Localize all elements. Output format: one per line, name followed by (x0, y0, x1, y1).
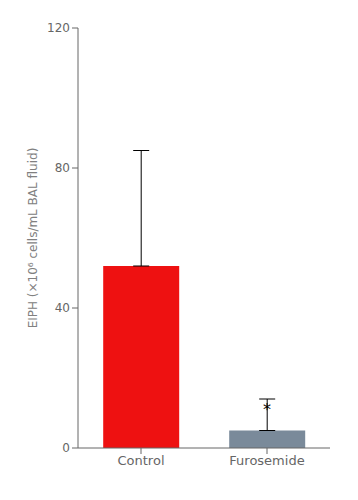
svg-text:Furosemide: Furosemide (229, 453, 304, 468)
svg-text:120: 120 (47, 21, 70, 35)
svg-text:EIPH (×10⁶ cells/mL BAL fluid): EIPH (×10⁶ cells/mL BAL fluid) (26, 148, 40, 329)
svg-text:80: 80 (55, 161, 70, 175)
svg-text:0: 0 (62, 441, 70, 455)
svg-text:40: 40 (55, 301, 70, 315)
svg-text:Control: Control (118, 453, 165, 468)
svg-text:*: * (263, 400, 271, 419)
